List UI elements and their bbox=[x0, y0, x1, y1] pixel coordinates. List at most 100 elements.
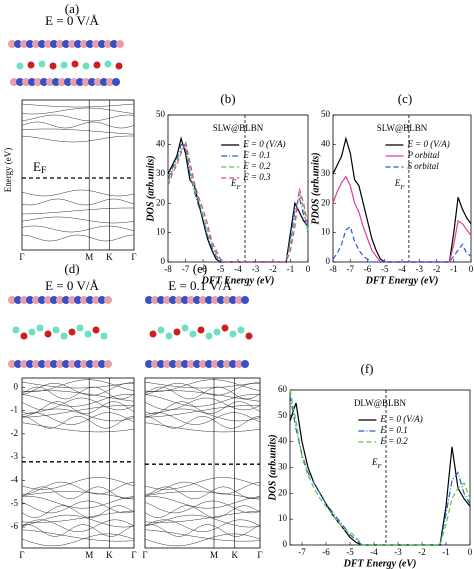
x-tick-label: -1 bbox=[450, 264, 458, 274]
band-line bbox=[22, 128, 134, 135]
band-line bbox=[22, 397, 134, 411]
atom bbox=[235, 360, 243, 368]
chart-title: SLW@BLBN bbox=[377, 123, 428, 133]
atom bbox=[50, 296, 58, 304]
atom bbox=[104, 40, 112, 48]
atom bbox=[32, 40, 40, 48]
atom bbox=[74, 296, 82, 304]
y-tick-label: 30 bbox=[321, 168, 331, 178]
atom bbox=[94, 78, 102, 86]
atom bbox=[82, 78, 90, 86]
atom bbox=[241, 296, 249, 304]
atom bbox=[211, 360, 219, 368]
atom bbox=[44, 296, 52, 304]
atom bbox=[16, 62, 24, 70]
x-tick-label: -4 bbox=[398, 264, 406, 274]
y-tick-label: 10 bbox=[321, 227, 331, 237]
x-tick-label: -3 bbox=[416, 264, 424, 274]
atom bbox=[151, 296, 159, 304]
atom bbox=[98, 296, 106, 304]
atom bbox=[100, 332, 108, 340]
y-tick-label: 0 bbox=[14, 381, 19, 391]
legend-label: E = 0 (V/A) bbox=[406, 139, 449, 149]
k-point-label: Γ bbox=[257, 550, 262, 560]
x-tick-label: -6 bbox=[364, 264, 372, 274]
atom bbox=[82, 62, 90, 70]
atom bbox=[229, 296, 237, 304]
legend-label: P orbital bbox=[406, 150, 440, 160]
dos-line bbox=[289, 389, 471, 546]
y-tick-label: 60 bbox=[278, 384, 288, 394]
k-point-label: K bbox=[231, 550, 238, 560]
band-frame bbox=[144, 377, 261, 549]
atom bbox=[32, 360, 40, 368]
y-tick-label: 10 bbox=[278, 513, 288, 523]
band-line bbox=[22, 234, 134, 242]
x-tick-label: 0 bbox=[468, 547, 473, 557]
atom bbox=[175, 296, 183, 304]
atom bbox=[100, 78, 108, 86]
atom bbox=[98, 360, 106, 368]
y-tick-label: 30 bbox=[278, 462, 288, 472]
dos-line bbox=[167, 139, 309, 263]
x-tick-label: -2 bbox=[269, 264, 277, 274]
atom bbox=[223, 296, 231, 304]
band-line bbox=[22, 524, 134, 537]
atom bbox=[88, 78, 96, 86]
atom bbox=[8, 296, 16, 304]
atom bbox=[92, 360, 100, 368]
atom bbox=[189, 330, 197, 338]
atom bbox=[16, 78, 24, 86]
y-tick-label: -4 bbox=[11, 475, 19, 485]
atom bbox=[56, 360, 64, 368]
band-line bbox=[145, 529, 260, 542]
atom bbox=[27, 61, 35, 69]
band-line bbox=[145, 495, 260, 509]
atom bbox=[115, 62, 123, 70]
atom bbox=[229, 360, 237, 368]
atom bbox=[38, 360, 46, 368]
atom bbox=[46, 78, 54, 86]
atom bbox=[169, 296, 177, 304]
atom bbox=[44, 330, 52, 338]
atom bbox=[68, 360, 76, 368]
chart-title: DLW@BLBN bbox=[354, 398, 407, 408]
band-line bbox=[22, 481, 134, 495]
band-frame bbox=[21, 99, 135, 251]
atom bbox=[80, 360, 88, 368]
band-line bbox=[22, 381, 134, 389]
atom bbox=[26, 360, 34, 368]
atom bbox=[157, 296, 165, 304]
atom bbox=[106, 78, 114, 86]
y-tick-label: 40 bbox=[321, 138, 331, 148]
band-line bbox=[22, 135, 134, 143]
band-line bbox=[22, 500, 134, 514]
atom bbox=[193, 360, 201, 368]
atom bbox=[217, 296, 225, 304]
atom bbox=[68, 296, 76, 304]
fermi-label-sub: F bbox=[377, 462, 383, 469]
fermi-label-sub: F bbox=[41, 165, 47, 176]
atom bbox=[110, 40, 118, 48]
band-line bbox=[22, 189, 134, 197]
fermi-label-main: E bbox=[33, 159, 41, 174]
k-point-label: Γ bbox=[19, 550, 24, 560]
atom bbox=[34, 78, 42, 86]
atom bbox=[49, 62, 57, 70]
y-tick-label: -2 bbox=[11, 428, 19, 438]
x-tick-label: -7 bbox=[182, 264, 190, 274]
atom bbox=[22, 78, 30, 86]
atom bbox=[62, 40, 70, 48]
panel-label: (a) bbox=[65, 1, 79, 16]
y-tick-label: 40 bbox=[278, 436, 288, 446]
band-line bbox=[22, 383, 134, 396]
x-tick-label: -3 bbox=[252, 264, 260, 274]
fermi-label-main: E bbox=[230, 178, 237, 188]
legend-label: E = 0.1 bbox=[379, 425, 407, 435]
band-line bbox=[145, 510, 260, 523]
band-line bbox=[145, 491, 260, 500]
atom bbox=[70, 78, 78, 86]
atom bbox=[74, 360, 82, 368]
atom bbox=[12, 326, 20, 334]
x-tick-label: -6 bbox=[322, 547, 330, 557]
